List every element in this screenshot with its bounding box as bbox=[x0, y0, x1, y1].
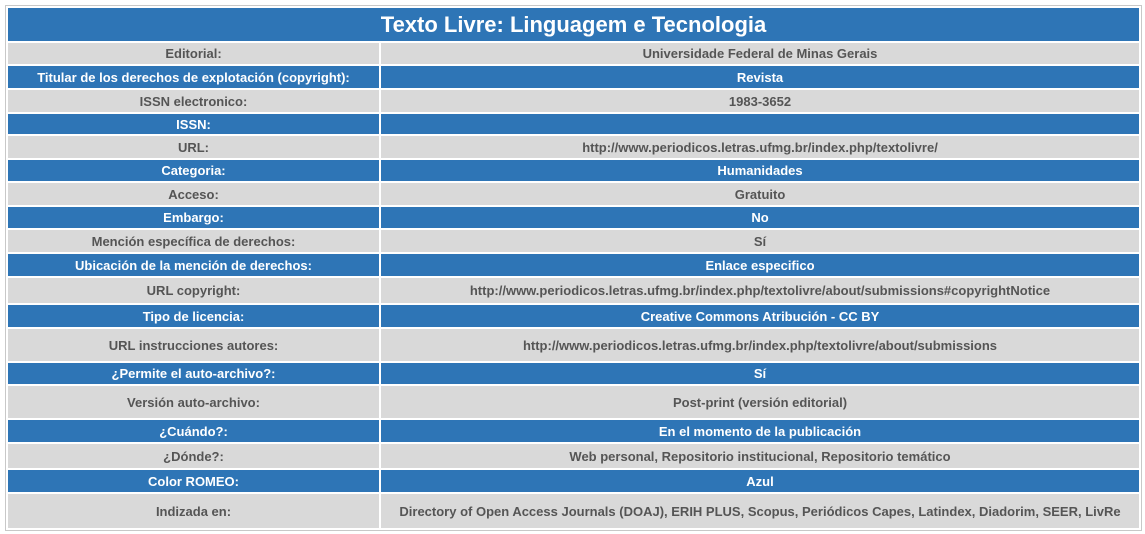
row-label: Versión auto-archivo: bbox=[8, 386, 379, 418]
row-value: Creative Commons Atribución - CC BY bbox=[381, 305, 1139, 327]
table-row: ¿Cuándo?: En el momento de la publicación bbox=[8, 420, 1139, 442]
row-value: http://www.periodicos.letras.ufmg.br/ind… bbox=[381, 278, 1139, 303]
journal-title: Texto Livre: Linguagem e Tecnologia bbox=[8, 8, 1139, 41]
row-value: http://www.periodicos.letras.ufmg.br/ind… bbox=[381, 136, 1139, 158]
table-row: Categoria: Humanidades bbox=[8, 160, 1139, 181]
table-row: ISSN: bbox=[8, 114, 1139, 134]
row-label: URL copyright: bbox=[8, 278, 379, 303]
row-value: En el momento de la publicación bbox=[381, 420, 1139, 442]
row-label: ISSN electronico: bbox=[8, 90, 379, 112]
row-value: Humanidades bbox=[381, 160, 1139, 181]
table-row: URL copyright: http://www.periodicos.letr… bbox=[8, 278, 1139, 303]
row-label: Categoria: bbox=[8, 160, 379, 181]
table-row: Editorial: Universidade Federal de Minas … bbox=[8, 43, 1139, 64]
row-label: Indizada en: bbox=[8, 494, 379, 528]
table-row: ISSN electronico: 1983-3652 bbox=[8, 90, 1139, 112]
title-row: Texto Livre: Linguagem e Tecnologia bbox=[8, 8, 1139, 41]
row-value: Post-print (versión editorial) bbox=[381, 386, 1139, 418]
row-label: Ubicación de la mención de derechos: bbox=[8, 254, 379, 276]
row-value: Revista bbox=[381, 66, 1139, 88]
row-value: Sí bbox=[381, 363, 1139, 384]
table-row: ¿Permite el auto-archivo?: Sí bbox=[8, 363, 1139, 384]
table-row: Color ROMEO: Azul bbox=[8, 470, 1139, 492]
table-row: URL instrucciones autores: http://www.per… bbox=[8, 329, 1139, 361]
row-value: Universidade Federal de Minas Gerais bbox=[381, 43, 1139, 64]
journal-info-panel: Texto Livre: Linguagem e Tecnologia Edit… bbox=[5, 5, 1142, 531]
table-row: ¿Dónde?: Web personal, Repositorio instit… bbox=[8, 444, 1139, 468]
row-label: Editorial: bbox=[8, 43, 379, 64]
row-label: Acceso: bbox=[8, 183, 379, 205]
table-row: Versión auto-archivo: Post-print (versión… bbox=[8, 386, 1139, 418]
table-row: Indizada en: Directory of Open Access Jou… bbox=[8, 494, 1139, 528]
table-row: Embargo: No bbox=[8, 207, 1139, 228]
row-label: Embargo: bbox=[8, 207, 379, 228]
row-label: Color ROMEO: bbox=[8, 470, 379, 492]
row-value: No bbox=[381, 207, 1139, 228]
row-value: 1983-3652 bbox=[381, 90, 1139, 112]
table-row: Titular de los derechos de explotación (… bbox=[8, 66, 1139, 88]
row-label: ISSN: bbox=[8, 114, 379, 134]
row-label: Tipo de licencia: bbox=[8, 305, 379, 327]
row-label: Mención específica de derechos: bbox=[8, 230, 379, 252]
table-row: URL: http://www.periodicos.letras.ufmg.br… bbox=[8, 136, 1139, 158]
row-value: Azul bbox=[381, 470, 1139, 492]
table-row: Ubicación de la mención de derechos: Enla… bbox=[8, 254, 1139, 276]
journal-info-table: Texto Livre: Linguagem e Tecnologia Edit… bbox=[6, 6, 1141, 530]
row-label: ¿Permite el auto-archivo?: bbox=[8, 363, 379, 384]
row-label: Titular de los derechos de explotación (… bbox=[8, 66, 379, 88]
row-label: ¿Dónde?: bbox=[8, 444, 379, 468]
row-value: Sí bbox=[381, 230, 1139, 252]
row-value: Enlace especifico bbox=[381, 254, 1139, 276]
table-row: Acceso: Gratuito bbox=[8, 183, 1139, 205]
table-row: Mención específica de derechos: Sí bbox=[8, 230, 1139, 252]
row-value: Web personal, Repositorio institucional,… bbox=[381, 444, 1139, 468]
row-value bbox=[381, 114, 1139, 134]
row-value: Gratuito bbox=[381, 183, 1139, 205]
row-label: URL: bbox=[8, 136, 379, 158]
table-row: Tipo de licencia: Creative Commons Atribu… bbox=[8, 305, 1139, 327]
row-value: Directory of Open Access Journals (DOAJ)… bbox=[381, 494, 1139, 528]
row-label: URL instrucciones autores: bbox=[8, 329, 379, 361]
row-label: ¿Cuándo?: bbox=[8, 420, 379, 442]
row-value: http://www.periodicos.letras.ufmg.br/ind… bbox=[381, 329, 1139, 361]
